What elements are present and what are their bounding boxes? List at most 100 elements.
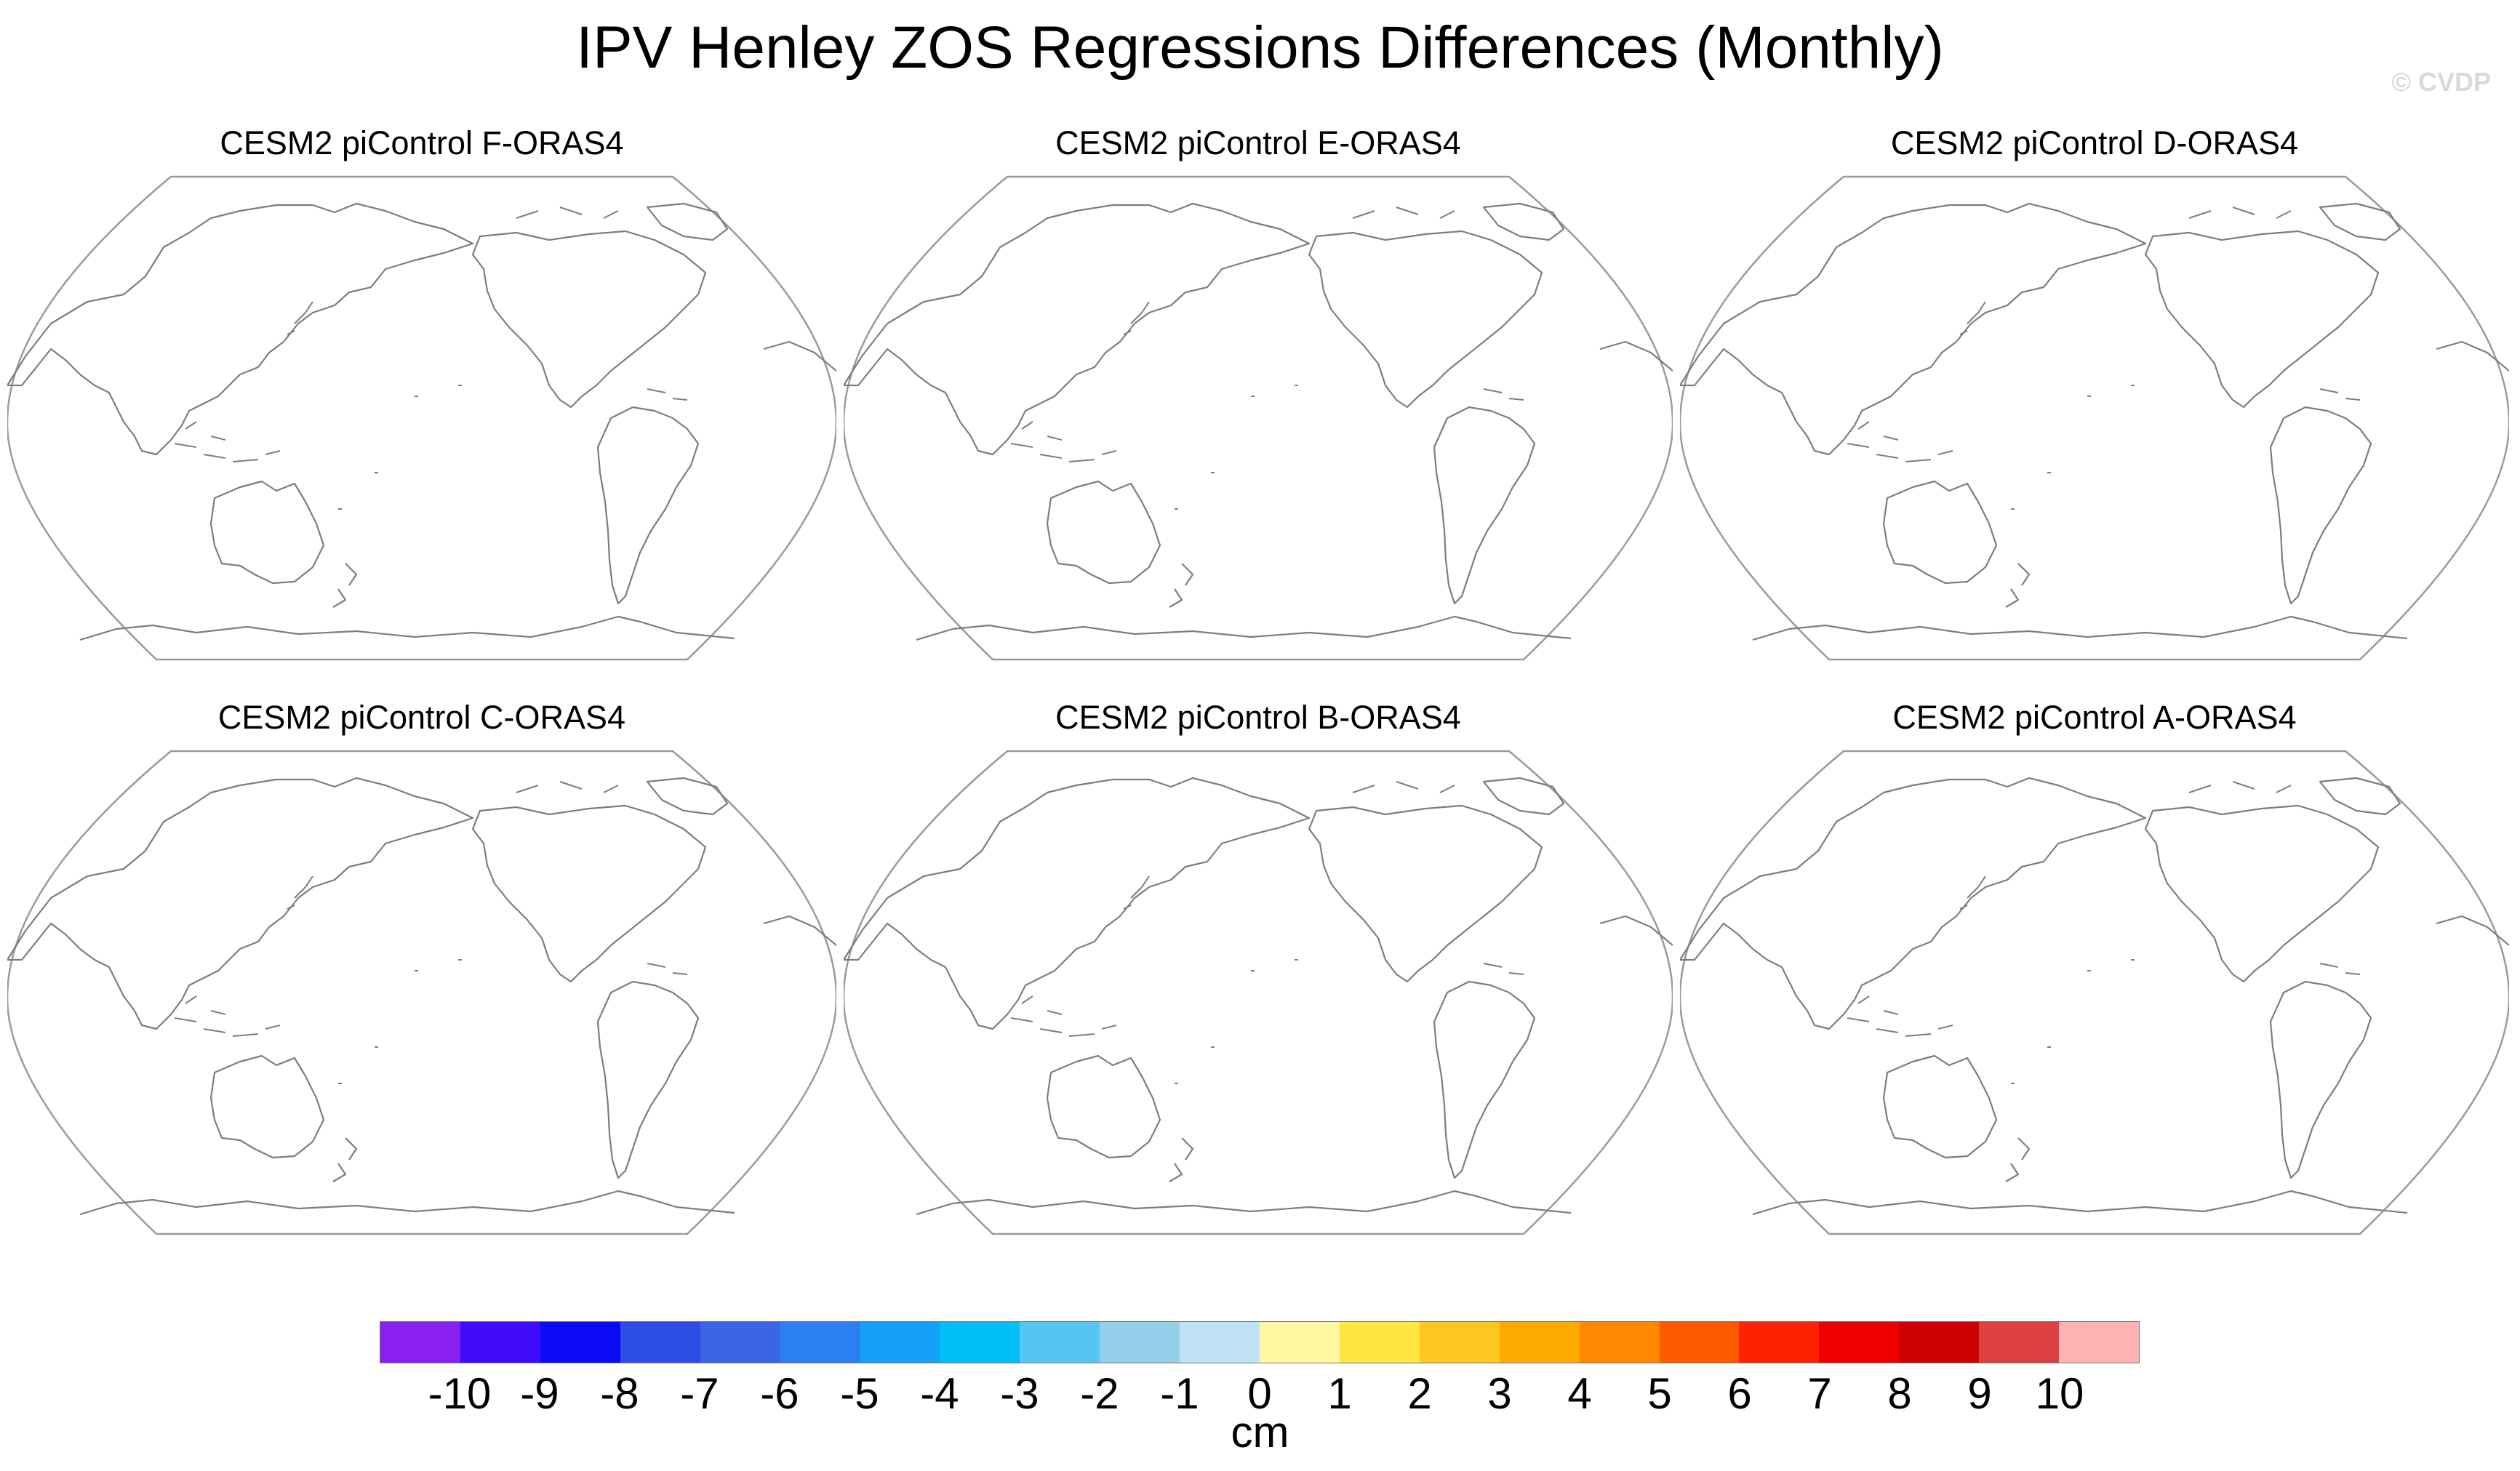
pacific-islands	[338, 959, 462, 1084]
asia-coastline	[7, 202, 474, 456]
greenland-coastline	[2319, 777, 2401, 816]
colorbar-box	[940, 1322, 1020, 1363]
new-zealand-coastline	[332, 1137, 358, 1182]
australia-coastline	[1882, 1054, 1998, 1159]
figure-title: IPV Henley ZOS Regressions Differences (…	[576, 15, 1944, 81]
colorbar-tick-label: 10	[2035, 1369, 2084, 1418]
colorbar-box	[1259, 1322, 1340, 1363]
colorbar-box	[1899, 1322, 1980, 1363]
north-america-coastline	[1308, 804, 1543, 983]
caribbean-islands	[647, 388, 688, 401]
greenland-coastline	[1482, 202, 1565, 241]
greenland-coastline	[2319, 202, 2401, 241]
colorbar-tick-label: 7	[1807, 1369, 1832, 1418]
africa-edge-coastline	[2436, 915, 2509, 946]
arctic-islands	[1352, 207, 1455, 219]
maritime-continent-islands	[1010, 421, 1117, 462]
antarctica-coastline	[79, 615, 735, 641]
new-zealand-coastline	[2005, 563, 2031, 608]
africa-edge-coastline	[1599, 915, 1673, 946]
colorbar-box	[1819, 1322, 1900, 1363]
arctic-islands	[1352, 781, 1455, 793]
world-map	[7, 175, 836, 661]
antarctica-coastline	[916, 1190, 1572, 1216]
japan-islands	[1123, 301, 1150, 335]
colorbar-box	[1100, 1322, 1180, 1363]
colorbar-box	[620, 1322, 700, 1363]
colorbar-box	[780, 1322, 860, 1363]
antarctica-coastline	[79, 1190, 735, 1216]
colorbar-box	[860, 1322, 940, 1363]
panel-title: CESM2 piControl A-ORAS4	[1892, 699, 2297, 736]
maritime-continent-islands	[1010, 995, 1117, 1037]
map-panel: CESM2 piControl A-ORAS4	[1680, 698, 2509, 1243]
south-america-coastline	[596, 980, 700, 1179]
colorbar-box	[380, 1322, 460, 1363]
panel-title: CESM2 piControl F-ORAS4	[220, 124, 624, 161]
japan-islands	[1123, 875, 1150, 910]
maritime-continent-islands	[1847, 995, 1953, 1037]
colorbar-tick-label: 1	[1327, 1369, 1352, 1418]
south-america-coastline	[1433, 406, 1536, 605]
colorbar-box	[460, 1322, 540, 1363]
colorbar-box	[1739, 1322, 1820, 1363]
arctic-islands	[516, 207, 619, 219]
north-america-coastline	[471, 804, 707, 983]
map-frame	[1680, 175, 2509, 661]
panel-title: CESM2 piControl C-ORAS4	[217, 699, 626, 736]
colorbar-tick-label: 3	[1487, 1369, 1512, 1418]
pacific-islands	[2011, 959, 2135, 1084]
panel-title: CESM2 piControl B-ORAS4	[1055, 699, 1461, 736]
caribbean-islands	[647, 963, 688, 975]
asia-coastline	[1680, 202, 2147, 456]
colorbar-tick-label: -2	[1080, 1369, 1119, 1418]
asia-coastline	[844, 777, 1311, 1030]
greenland-coastline	[1482, 777, 1565, 816]
colorbar-box	[1419, 1322, 1500, 1363]
maritime-continent-islands	[174, 995, 281, 1037]
colorbar-box	[1020, 1322, 1100, 1363]
australia-coastline	[209, 480, 325, 585]
colorbar-box	[1579, 1322, 1660, 1363]
asia-coastline	[844, 202, 1311, 456]
map-frame	[844, 175, 1673, 661]
colorbar-tick-label: 2	[1407, 1369, 1432, 1418]
antarctica-coastline	[1752, 1190, 2408, 1216]
japan-islands	[287, 301, 313, 335]
colorbar	[380, 1321, 2140, 1363]
colorbar-tick-label: -9	[520, 1369, 559, 1418]
caribbean-islands	[1483, 388, 1524, 401]
map-frame	[1680, 750, 2509, 1235]
world-map	[7, 750, 836, 1235]
colorbar-box	[1979, 1322, 2060, 1363]
map-frame	[7, 750, 836, 1235]
pacific-islands	[338, 385, 462, 510]
colorbar-tick-label: 6	[1727, 1369, 1752, 1418]
colorbar-tick-label: -1	[1160, 1369, 1199, 1418]
colorbar-tick-label: -3	[1000, 1369, 1039, 1418]
australia-coastline	[209, 1054, 325, 1159]
map-panel: CESM2 piControl C-ORAS4	[7, 698, 836, 1243]
africa-edge-coastline	[2436, 340, 2509, 372]
caribbean-islands	[2319, 388, 2361, 401]
world-map	[844, 750, 1673, 1235]
caribbean-islands	[2319, 963, 2361, 975]
new-zealand-coastline	[2005, 1137, 2031, 1182]
asia-coastline	[1680, 777, 2147, 1030]
antarctica-coastline	[916, 615, 1572, 641]
south-america-coastline	[1433, 980, 1536, 1179]
colorbar-tick-label: 0	[1247, 1369, 1272, 1418]
antarctica-coastline	[1752, 615, 2408, 641]
colorbar-box	[1499, 1322, 1580, 1363]
new-zealand-coastline	[332, 563, 358, 608]
south-america-coastline	[596, 406, 700, 605]
colorbar-box	[1659, 1322, 1740, 1363]
pacific-islands	[2011, 385, 2135, 510]
map-frame	[7, 175, 836, 661]
world-map	[1680, 750, 2509, 1235]
australia-coastline	[1882, 480, 1998, 585]
australia-coastline	[1046, 480, 1161, 585]
map-panel: CESM2 piControl E-ORAS4	[844, 124, 1673, 669]
colorbar-tick-label: -7	[680, 1369, 719, 1418]
map-panel: CESM2 piControl D-ORAS4	[1680, 124, 2509, 669]
